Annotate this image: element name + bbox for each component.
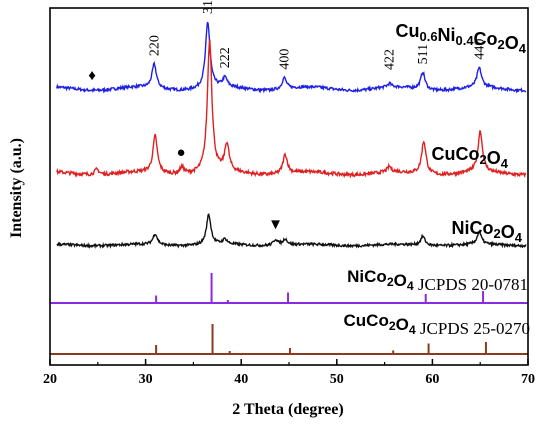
- series-label-1: CuCo2O4: [432, 144, 509, 171]
- peak-label: 422: [383, 49, 398, 70]
- peak-label: 311: [201, 0, 216, 14]
- series-line-1: [56, 39, 527, 179]
- y-axis-title: Intensity (a.u.): [8, 138, 25, 238]
- reference-label-0: NiCo2O4 JCPDS 20-0781: [347, 267, 528, 294]
- x-tick-label: 40: [234, 372, 248, 387]
- x-tick-label: 50: [330, 372, 344, 387]
- impurity-marker: ▼: [268, 217, 283, 233]
- reference-label-1: CuCo2O4 JCPDS 25-0270: [344, 311, 531, 338]
- x-tick-label: 30: [139, 372, 153, 387]
- peak-label: 222: [218, 47, 233, 68]
- axes: 20 30 40 50 60 70: [43, 7, 535, 387]
- x-tick-label: 60: [425, 372, 439, 387]
- plot-area: Cu0.6Ni0.4Co2O4 CuCo2O4 NiCo2O4 NiCo2O4 JCP…: [50, 0, 531, 355]
- x-tick-label: 20: [43, 372, 57, 387]
- peak-label: 400: [277, 49, 292, 70]
- series-label-2: NiCo2O4: [452, 218, 523, 245]
- x-tick-label: 70: [521, 372, 535, 387]
- x-axis-title: 2 Theta (degree): [232, 401, 343, 418]
- series-line-2: [56, 213, 527, 249]
- impurity-marker: ♦: [88, 68, 96, 84]
- peak-label: 440: [472, 39, 487, 60]
- series-line-0: [56, 21, 527, 94]
- peak-label: 511: [416, 44, 431, 64]
- peak-label: 220: [147, 35, 162, 56]
- impurity-marker: ●: [176, 145, 185, 161]
- series-label-0: Cu0.6Ni0.4Co2O4: [396, 21, 527, 56]
